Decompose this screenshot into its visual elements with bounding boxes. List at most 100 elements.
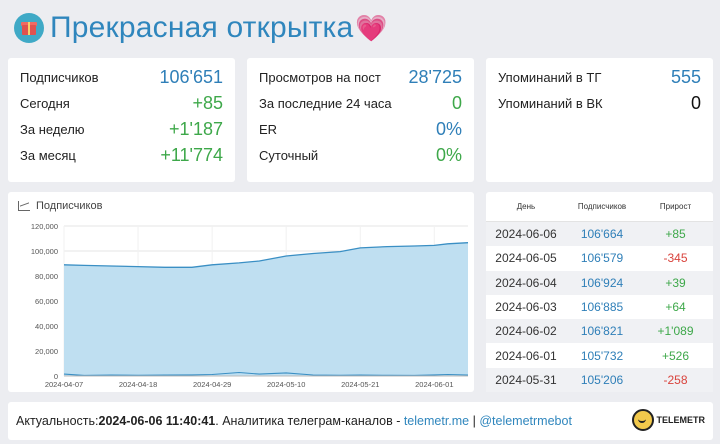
cell-growth: +85 <box>665 227 686 242</box>
subscribers-area <box>64 242 468 376</box>
stat-row-mentions-tg: Упоминаний в ТГ 555 <box>498 64 701 90</box>
stat-label: За неделю <box>20 121 85 137</box>
telemetr-link[interactable]: telemetr.me <box>403 414 470 428</box>
y-tick-label: 20,000 <box>35 347 58 356</box>
cell-subs: 105'206 <box>580 372 624 387</box>
table-row: 2024-06-01 105'732 +526 <box>486 343 713 367</box>
brand-logo[interactable]: TELEMETR <box>631 409 706 431</box>
stat-value: +11'774 <box>160 144 223 165</box>
x-tick-label: 2024-05-10 <box>267 380 305 389</box>
cell-day: 2024-05-31 <box>495 372 557 387</box>
stat-row-daily: Суточный 0% <box>259 142 462 168</box>
y-tick-label: 40,000 <box>35 322 58 331</box>
cell-day: 2024-06-03 <box>495 300 557 315</box>
stat-value: 0% <box>435 118 462 139</box>
footer-middle: . Аналитика телеграм-каналов - <box>215 414 404 428</box>
stat-label: За месяц <box>20 147 76 163</box>
table-body: 2024-06-06 106'664 +85 2024-06-05 106'579 -34… <box>486 222 713 393</box>
subscribers-card: Подписчиков 106'651 Сегодня +85 За недел… <box>8 58 235 182</box>
stat-row-er: ER 0% <box>259 116 462 142</box>
footer-prefix: Актуальность: <box>16 414 99 428</box>
column-header-day: День <box>516 202 536 211</box>
table-row: 2024-06-02 106'821 +1'089 <box>486 319 713 344</box>
table-row: 2024-06-06 106'664 +85 <box>486 222 713 247</box>
growth-line <box>63 371 469 376</box>
brand-name: TELEMETR <box>656 415 706 425</box>
cell-subs: 106'579 <box>580 251 624 266</box>
telemetr-bot-link[interactable]: @telemetrmebot <box>479 414 572 428</box>
cell-growth: +526 <box>661 348 690 363</box>
stat-row-month: За месяц +11'774 <box>20 142 223 168</box>
x-tick-label: 2024-06-01 <box>415 380 453 389</box>
cell-subs: 105'732 <box>580 348 624 363</box>
stat-value: 0 <box>690 92 701 113</box>
stat-label: Подписчиков <box>20 69 99 85</box>
subscribers-line <box>63 242 469 268</box>
stat-row-week: За неделю +1'187 <box>20 116 223 142</box>
stat-row-views: Просмотров на пост 28'725 <box>259 64 462 90</box>
stat-label: За последние 24 часа <box>259 95 392 111</box>
stat-label: Сегодня <box>20 95 70 111</box>
x-tick-label: 2024-04-07 <box>45 380 83 389</box>
stat-row-subscribers: Подписчиков 106'651 <box>20 64 223 90</box>
cell-growth: -345 <box>663 251 688 266</box>
y-tick-label: 60,000 <box>35 297 58 306</box>
cell-subs: 106'821 <box>580 324 624 339</box>
chart-heading: Подписчиков <box>18 200 102 212</box>
cell-day: 2024-06-04 <box>495 275 557 290</box>
x-tick-label: 2024-04-18 <box>119 380 157 389</box>
page-title: Прекрасная открытка <box>50 11 354 44</box>
stat-label: Упоминаний в ТГ <box>498 69 602 85</box>
cell-growth: +39 <box>665 275 686 290</box>
x-tick-label: 2024-05-21 <box>341 380 379 389</box>
mentions-card: Упоминаний в ТГ 555 Упоминаний в ВК 0 <box>486 58 713 182</box>
stat-row-24h: За последние 24 часа 0 <box>259 90 462 116</box>
table-row: 2024-06-04 106'924 +39 <box>486 270 713 295</box>
stat-label: ER <box>259 121 278 137</box>
cell-day: 2024-06-06 <box>495 227 557 242</box>
x-tick-label: 2024-04-29 <box>193 380 231 389</box>
y-tick-label: 100,000 <box>31 247 58 256</box>
page-header: Прекрасная открытка 💗 <box>14 8 388 48</box>
heart-icon: 💗 <box>355 13 388 43</box>
subscribers-chart-card: Подписчиков 0 20,000 40,000 60,000 80,000 100… <box>8 192 474 392</box>
y-tick-label: 120,000 <box>31 222 58 231</box>
stat-value: 0 <box>451 92 462 113</box>
cell-growth: +64 <box>665 300 686 315</box>
cell-growth: +1'089 <box>657 324 694 339</box>
stat-value: 0% <box>435 144 462 165</box>
stat-value: 28'725 <box>408 66 463 87</box>
table-row: 2024-05-31 105'206 -258 <box>486 367 713 393</box>
telemetr-logo-icon <box>631 409 654 431</box>
footer: Актуальность: 2024-06-06 11:40:41 . Анал… <box>8 402 713 440</box>
table-row: 2024-06-05 106'579 -345 <box>486 246 713 270</box>
column-header-growth: Прирост <box>659 202 692 211</box>
stat-value: +1'187 <box>169 118 223 139</box>
stat-row-today: Сегодня +85 <box>20 90 223 116</box>
stat-label: Упоминаний в ВК <box>498 95 603 111</box>
table-header: День Подписчиков Прирост <box>486 192 713 222</box>
views-card: Просмотров на пост 28'725 За последние 2… <box>247 58 474 182</box>
daily-table: День Подписчиков Прирост 2024-06-06 106'6… <box>486 192 713 393</box>
cell-subs: 106'664 <box>580 227 624 242</box>
stat-label: Суточный <box>259 147 319 163</box>
column-header-subs: Подписчиков <box>577 202 627 211</box>
footer-datetime: 2024-06-06 11:40:41 <box>98 414 216 428</box>
subscribers-chart[interactable]: 0 20,000 40,000 60,000 80,000 100,000 120,000 2… <box>8 214 474 392</box>
cell-subs: 106'924 <box>580 275 624 290</box>
gift-icon <box>14 13 44 43</box>
line-chart-icon <box>18 201 30 211</box>
stat-value: 106'651 <box>159 66 223 87</box>
footer-separator: | <box>469 414 480 428</box>
stat-label: Просмотров на пост <box>259 69 381 85</box>
cell-day: 2024-06-01 <box>495 348 557 363</box>
y-tick-label: 80,000 <box>35 272 58 281</box>
stat-value: +85 <box>192 92 223 113</box>
table-row: 2024-06-03 106'885 +64 <box>486 295 713 319</box>
chart-heading-label: Подписчиков <box>36 200 103 212</box>
cell-growth: -258 <box>663 372 688 387</box>
cell-subs: 106'885 <box>580 300 624 315</box>
stat-row-mentions-vk: Упоминаний в ВК 0 <box>498 90 701 116</box>
stat-value: 555 <box>670 66 701 87</box>
cell-day: 2024-06-02 <box>495 324 557 339</box>
